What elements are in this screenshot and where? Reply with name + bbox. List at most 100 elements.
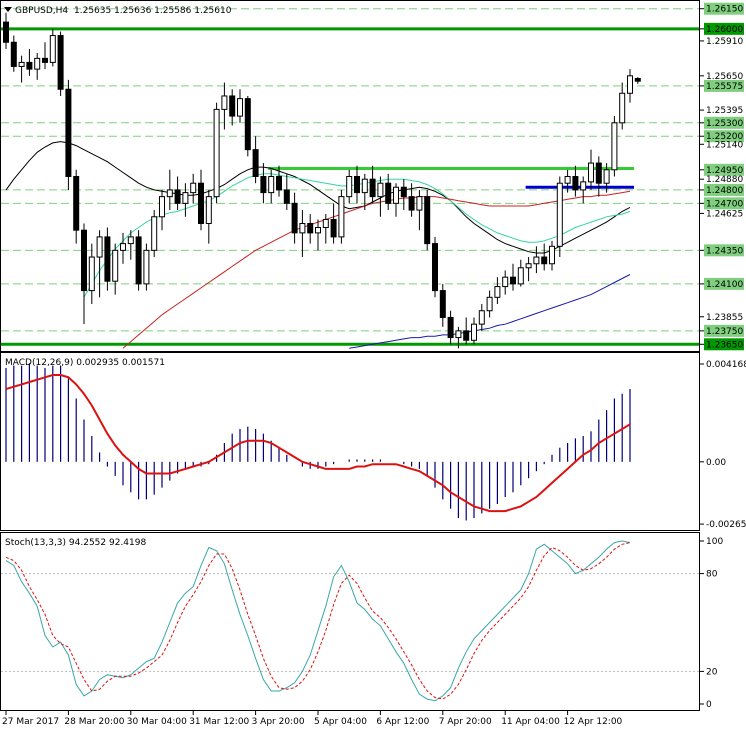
candle-body-down <box>432 243 438 292</box>
candle-body-up <box>533 256 540 265</box>
candle <box>393 183 399 217</box>
candle <box>10 35 17 72</box>
price-tick-label: 1.25300 <box>706 119 743 129</box>
price-tick-label: 1.26000 <box>706 25 743 35</box>
candle <box>151 210 158 258</box>
time-tick-label: 30 Mar 04:00 <box>127 717 187 727</box>
candle <box>291 192 298 244</box>
candle <box>354 165 360 204</box>
candle <box>338 189 345 244</box>
price-tick-label: 1.25910 <box>706 37 743 47</box>
candle <box>588 149 594 190</box>
candle-body-up <box>88 256 95 292</box>
candle <box>104 227 111 291</box>
stoch-layer <box>1 540 699 702</box>
candle <box>174 176 181 211</box>
candle <box>619 82 626 130</box>
candle <box>299 210 306 258</box>
candle-body-up <box>494 286 501 298</box>
price-tick-label: 1.24350 <box>706 246 743 256</box>
ohlc-values: 1.25635 1.25636 1.25586 1.25610 <box>74 6 232 16</box>
candle-body-down <box>65 88 72 177</box>
macd-tick-label: 0.004168 <box>706 360 746 370</box>
time-tick-label: 3 Apr 20:00 <box>252 717 305 727</box>
candle-body-down <box>276 176 282 191</box>
price-label-box <box>704 324 744 337</box>
candle <box>81 223 87 325</box>
candle-body-up <box>221 95 228 110</box>
candle-body-up <box>190 182 197 194</box>
price-label-box <box>704 116 744 129</box>
candle-body-up <box>611 122 618 171</box>
price-tick-label: 1.25395 <box>706 106 743 116</box>
candle-body-up <box>299 222 306 234</box>
candle <box>385 173 392 211</box>
candle-body-up <box>127 236 134 245</box>
candle <box>260 163 267 204</box>
candle <box>237 89 243 123</box>
candle-body-down <box>541 256 548 265</box>
dropdown-triangle-icon[interactable] <box>4 7 12 12</box>
candle-body-up <box>580 181 587 191</box>
price-tick-label: 1.24800 <box>706 186 743 196</box>
moving-average-line <box>122 190 631 349</box>
candle-body-down <box>354 176 360 194</box>
candle <box>377 176 384 217</box>
candle-body-up <box>619 92 626 124</box>
price-tick-label: 1.23855 <box>706 313 743 323</box>
stoch-tick-label: 80 <box>706 570 718 580</box>
candle-body-up <box>315 227 321 234</box>
candle <box>634 77 641 84</box>
price-tick-label: 1.24100 <box>706 280 743 290</box>
price-label-box <box>704 197 744 210</box>
candle-body-down <box>330 218 337 238</box>
candle-body-up <box>525 263 532 269</box>
stoch-tick-label: 100 <box>706 537 723 547</box>
candle <box>143 243 150 291</box>
macd-tick-label: 0.00 <box>706 458 726 468</box>
moving-average-line <box>5 141 631 254</box>
candle <box>166 169 173 211</box>
candle-body-down <box>634 78 641 82</box>
macd-pane <box>0 352 700 531</box>
candle <box>73 169 80 244</box>
candle-body-down <box>135 236 142 285</box>
candle <box>361 173 368 211</box>
candle-body-down <box>463 330 470 341</box>
candle <box>205 189 212 244</box>
candle <box>595 156 602 197</box>
price-label-box <box>704 130 744 143</box>
candle-body-down <box>81 229 87 292</box>
candle-body-down <box>291 202 298 234</box>
candle <box>549 240 555 271</box>
candle <box>57 31 64 96</box>
price-label-box <box>704 2 744 15</box>
candle-body-down <box>3 21 9 43</box>
candle-body-down <box>369 178 376 198</box>
candle <box>471 317 477 345</box>
price-tick-label: 1.24950 <box>706 166 743 176</box>
candle <box>369 165 376 204</box>
price-label-box <box>704 79 744 92</box>
candle-body-up <box>18 61 25 67</box>
symbol-header: GBPUSD,H4 1.25635 1.25636 1.25586 1.2561… <box>4 6 232 16</box>
time-tick-label: 11 Apr 04:00 <box>501 717 560 727</box>
candle <box>159 189 165 231</box>
candle <box>244 95 251 157</box>
candle-body-up <box>377 182 384 198</box>
candle <box>26 48 33 76</box>
candle-body-down <box>198 182 204 224</box>
candle-body-up <box>471 323 477 341</box>
candle <box>88 243 95 305</box>
macd-tick-label: -0.002654 <box>706 520 746 530</box>
candle <box>478 304 485 331</box>
time-axis: 27 Mar 2017 28 Mar 20:00 30 Mar 04:00 31 Ma… <box>2 711 623 727</box>
candle <box>127 230 134 260</box>
candle-body-up <box>549 245 555 265</box>
moving-average-line <box>349 274 631 349</box>
candle-body-up <box>517 267 524 285</box>
candle-body-down <box>447 316 454 339</box>
time-tick-label: 27 Mar 2017 <box>2 717 59 727</box>
price-label-box <box>704 183 744 196</box>
